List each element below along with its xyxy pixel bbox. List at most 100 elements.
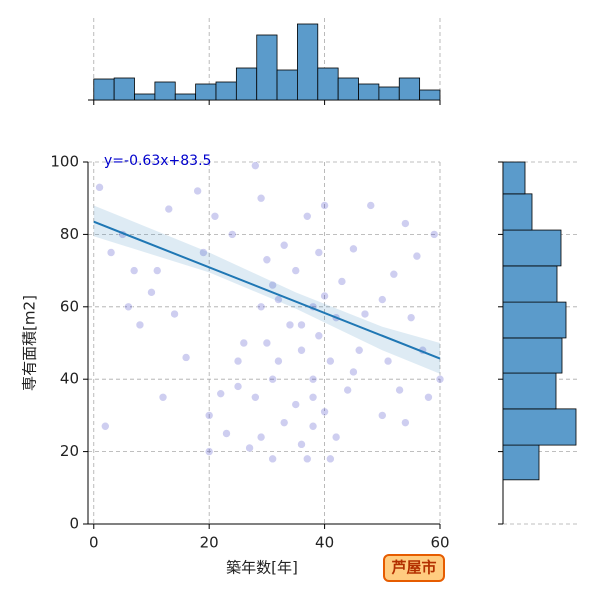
histogram-bar [256, 34, 278, 101]
scatter-point [308, 374, 318, 384]
histogram-bar [93, 78, 115, 101]
scatter-point [401, 219, 410, 228]
scatter-point [412, 251, 422, 261]
x-tick-label: 20 [200, 534, 219, 552]
scatter-point [95, 183, 104, 192]
scatter-point [343, 385, 352, 395]
scatter-point [245, 443, 254, 453]
scatter-point [268, 374, 277, 384]
scatter-point [354, 345, 364, 355]
scatter-point [216, 389, 226, 398]
scatter-point [233, 382, 243, 391]
scatter-point [239, 338, 249, 348]
scatter-point [291, 400, 301, 409]
histogram-bar [154, 81, 176, 101]
histogram-bar [235, 67, 258, 101]
regression-line [93, 220, 441, 360]
histogram-bar [358, 83, 380, 101]
x-axis-label: 築年数[年] [226, 559, 298, 577]
badge-box [383, 554, 445, 582]
histogram-bar [502, 265, 558, 303]
scatter-point [147, 288, 156, 297]
scatter-point [435, 374, 445, 384]
y-axis-label: 専有面積[m2] [21, 295, 39, 391]
histogram-bar [502, 337, 563, 374]
scatter-point [302, 212, 312, 221]
scatter-point [401, 418, 410, 427]
scatter-point [308, 421, 318, 431]
scatter-point [124, 302, 133, 312]
scatter-point [274, 356, 283, 366]
histogram-bar [337, 77, 359, 101]
scatter-point [337, 277, 347, 286]
scatter-point [262, 338, 272, 348]
scatter-point [193, 186, 202, 196]
scatter-point [106, 248, 116, 257]
histogram-bar [502, 161, 526, 195]
scatter-point [181, 353, 191, 362]
scatter-point [262, 255, 272, 265]
scatter-point [291, 266, 301, 275]
scatter-point [233, 356, 243, 366]
regression-equation: y=-0.63x+83.5 [104, 153, 211, 169]
scatter-point [170, 309, 179, 319]
x-tick-label: 0 [89, 534, 99, 552]
scatter-point [349, 367, 358, 377]
scatter-point [279, 418, 289, 427]
histogram-bar [317, 67, 339, 101]
scatter-point [389, 269, 399, 279]
histogram-bar [195, 83, 217, 101]
scatter-point [366, 201, 376, 210]
histogram-bar [276, 69, 298, 101]
scatter-point [360, 309, 370, 319]
scatter-point [424, 392, 433, 402]
x-tick-label: 60 [430, 534, 449, 552]
y-tick-label: 80 [60, 225, 79, 243]
scatter-point [326, 356, 335, 366]
scatter-point [326, 454, 335, 464]
scatter-point [377, 295, 387, 304]
histogram-bar [113, 77, 135, 101]
scatter-point [285, 320, 295, 330]
scatter-point [256, 432, 266, 442]
scatter-point [395, 385, 404, 395]
scatter-point [406, 313, 416, 322]
scatter-point [135, 320, 145, 330]
scatter-point [204, 411, 214, 420]
scatter-point [383, 356, 393, 366]
scatter-point [331, 432, 341, 442]
scatter-point [320, 407, 329, 417]
scatter-point [268, 280, 277, 290]
scatter-point [320, 201, 329, 210]
histogram-bar [502, 301, 567, 339]
scatter-point [251, 161, 260, 170]
scatter-point [227, 230, 237, 239]
scatter-point [297, 320, 306, 330]
y-tick-label: 0 [69, 515, 79, 533]
histogram-bar [502, 408, 577, 446]
y-tick-label: 100 [50, 153, 79, 171]
scatter-point [308, 392, 318, 402]
scatter-point [256, 302, 266, 312]
scatter-point [297, 440, 306, 449]
scatter-point [129, 266, 139, 275]
x-tick-label: 40 [315, 534, 334, 552]
scatter-point [152, 266, 162, 275]
scatter-point [222, 429, 231, 438]
histogram-bar [174, 93, 197, 101]
badge: 芦屋市 [391, 559, 436, 577]
scatter-point [256, 193, 266, 203]
histogram-bar [297, 23, 319, 101]
scatter-point [164, 204, 174, 214]
histogram-bar [134, 93, 156, 101]
y-tick-label: 40 [60, 370, 79, 388]
scatter-point [314, 248, 324, 257]
scatter-point [297, 345, 306, 355]
scatter-point [429, 230, 439, 239]
histogram-bar [419, 89, 441, 101]
scatter-point [101, 421, 110, 431]
scatter-point [279, 240, 289, 250]
histogram-bar [398, 77, 421, 101]
scatter-point [314, 331, 324, 341]
